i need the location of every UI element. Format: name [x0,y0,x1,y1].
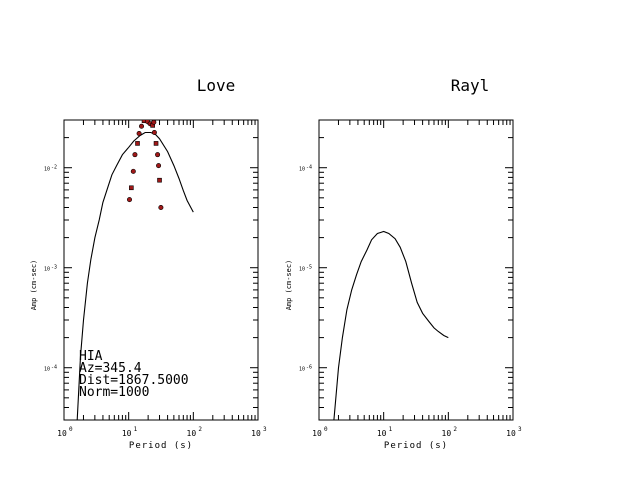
love-data-point [135,141,140,146]
rayl-y-tick-label: 10 [299,267,305,273]
love-data-point [151,129,157,135]
rayl-y-tick-exponent: -6 [306,365,312,371]
rayl-title: Rayl [451,76,490,95]
love-y-tick-exponent: -4 [51,365,57,371]
love-data-point [132,152,138,158]
love-series-line [76,131,194,420]
love-y-tick-label: 10 [44,167,50,173]
rayl-x-tick-exponent: 2 [453,426,457,433]
love-data-point [130,168,136,174]
love-data-point [157,177,162,183]
love-x-tick-exponent: 0 [69,426,73,433]
rayl-y-tick-label: 10 [299,367,305,373]
love-y-axis-label: Amp (cm-sec) [30,260,38,311]
rayl-y-tick-label: 10 [299,167,305,173]
love-title: Love [197,76,236,95]
love-x-tick-exponent: 2 [198,426,202,433]
love-x-tick-label: 10 [187,429,197,438]
rayl-plot-frame [318,119,514,421]
love-data-point [136,130,142,136]
love-data-point [139,123,145,129]
love-x-tick-label: 10 [122,429,132,438]
love-y-tick-label: 10 [44,267,50,273]
rayl-data-area [333,230,449,420]
rayl-y-tick-exponent: -4 [306,165,312,171]
love-y-tick-exponent: -3 [51,265,57,271]
station-norm: Norm=1000 [79,385,149,400]
rayl-x-tick-label: 10 [506,429,516,438]
rayl-x-tick-label: 10 [442,429,452,438]
love-data-area [76,120,194,420]
love-x-tick-exponent: 1 [134,426,138,433]
love-y-tick-exponent: -2 [51,165,57,171]
love-data-point [158,205,164,211]
rayl-x-tick-exponent: 1 [389,426,393,433]
love-data-point [153,141,159,146]
station-code: HIA [79,349,103,364]
love-data-point [155,152,161,158]
love-x-tick-label: 10 [57,429,67,438]
rayl-x-tick-exponent: 0 [324,426,328,433]
love-x-tick-label: 10 [251,429,261,438]
rayl-y-tick-exponent: -5 [306,265,312,271]
rayl-x-tick-exponent: 3 [518,426,522,433]
love-x-axis-label: Period (s) [129,441,193,451]
love-plot-frame [63,119,259,421]
station-info: HIA Az=345.4 Dist=1867.5000 Norm=1000 [79,349,189,400]
love-data-point [156,163,162,169]
love-data-point [129,185,134,191]
rayl-x-tick-label: 10 [377,429,387,438]
rayl-y-axis-label: Amp (cm-sec) [285,260,293,311]
rayl-series-line [333,230,449,420]
love-y-tick-label: 10 [44,367,50,373]
love-x-tick-exponent: 3 [263,426,267,433]
station-azimuth: Az=345.4 [79,361,142,376]
love-data-point [151,120,157,125]
rayl-x-axis-label: Period (s) [384,441,448,451]
station-distance: Dist=1867.5000 [79,373,189,388]
rayl-x-tick-label: 10 [312,429,322,438]
love-data-point [126,197,132,203]
